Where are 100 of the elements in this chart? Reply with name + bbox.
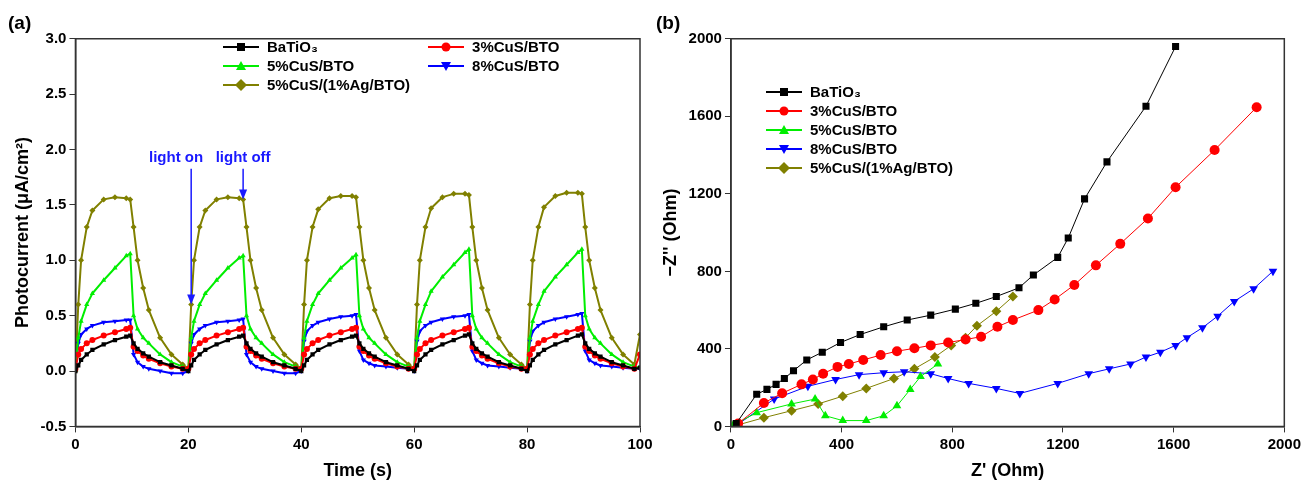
x-axis-title: Z' (Ohm) (971, 460, 1045, 481)
x-tick-label: 100 (627, 434, 653, 452)
x-tick-label: 60 (405, 434, 423, 452)
point (1081, 195, 1089, 203)
point (1156, 349, 1165, 358)
point (818, 368, 829, 379)
point (927, 311, 935, 319)
point (843, 359, 854, 369)
point (891, 346, 902, 357)
x-tick-label: 1600 (1156, 434, 1191, 452)
y-axis-title: −Z'' (Ohm) (659, 188, 680, 277)
point (972, 299, 980, 307)
point (1251, 102, 1262, 113)
x-tick-label: 2000 (1267, 434, 1301, 452)
point (1268, 268, 1278, 277)
x-tick-label: 20 (180, 434, 197, 452)
point (763, 385, 771, 393)
point (758, 412, 769, 423)
point (1213, 313, 1222, 322)
y-tick-label: 1.0 (45, 250, 67, 268)
point (1104, 366, 1114, 374)
y-tick-label: 0 (713, 416, 722, 434)
point (831, 377, 840, 385)
legend-label: BaTiO₃ (267, 38, 318, 55)
y-tick-label: 800 (696, 261, 722, 279)
point (991, 385, 1001, 394)
point (916, 371, 925, 380)
point (1049, 294, 1060, 305)
legend-label: 5%CuS/(1%Ag/BTO) (267, 76, 411, 93)
point (777, 388, 788, 399)
annotation: light on (149, 147, 204, 165)
point (818, 348, 826, 356)
point (991, 306, 1002, 317)
legend-label: 8%CuS/BTO (810, 140, 898, 157)
point (909, 363, 920, 374)
point (905, 384, 915, 392)
point (1115, 238, 1126, 249)
point (992, 321, 1003, 332)
point (888, 373, 899, 384)
point (925, 340, 936, 351)
y-tick-label: 0.0 (45, 361, 67, 379)
point (861, 415, 871, 424)
point (858, 354, 869, 365)
point (1142, 213, 1153, 224)
point (838, 415, 848, 424)
point (837, 391, 848, 402)
y-tick-label: 3.0 (45, 28, 67, 46)
point (837, 338, 845, 347)
point (879, 410, 889, 419)
point (1170, 182, 1181, 193)
y-axis-title: Photocurrent (μA/cm²) (11, 137, 32, 329)
point (1249, 286, 1258, 294)
legend-label: 5%CuS/(1%Ag/BTO) (810, 159, 954, 176)
x-tick-label: 80 (518, 434, 536, 452)
point (832, 361, 843, 372)
point (992, 293, 1000, 301)
y-tick-label: 2000 (688, 28, 722, 46)
y-tick-label: 400 (696, 339, 722, 357)
point (1229, 298, 1239, 307)
point (1015, 390, 1025, 399)
y-tick-label: 1600 (688, 106, 722, 124)
point (1142, 102, 1150, 110)
point (1064, 234, 1072, 242)
point (1209, 145, 1220, 156)
point (1171, 342, 1180, 351)
point (1084, 371, 1094, 379)
point (1069, 279, 1080, 290)
legend-label: 3%CuS/BTO (810, 102, 898, 119)
point (1090, 260, 1101, 271)
point (753, 390, 761, 398)
point (1198, 325, 1207, 333)
point (780, 375, 788, 383)
y-tick-label: 1200 (688, 183, 722, 201)
point (964, 380, 973, 389)
point (861, 383, 872, 394)
point (903, 316, 911, 324)
point (1033, 305, 1044, 316)
x-tick-label: 0 (726, 434, 736, 452)
point (929, 352, 940, 363)
point (951, 305, 959, 313)
x-axis-title: Time (s) (323, 460, 393, 481)
point (772, 380, 780, 388)
y-tick-label: 2.5 (45, 84, 67, 102)
point (879, 370, 889, 378)
point (976, 331, 987, 342)
chart-title: (a) (8, 11, 32, 33)
legend-label: 8%CuS/BTO (472, 57, 560, 74)
y-tick-label: -0.5 (40, 416, 67, 434)
point (1172, 43, 1180, 51)
point (796, 379, 807, 390)
point (787, 398, 796, 407)
point (1007, 315, 1018, 325)
point (803, 356, 811, 364)
point (820, 410, 830, 419)
point (856, 331, 864, 339)
x-tick-label: 800 (939, 434, 965, 452)
point (933, 359, 943, 367)
point (875, 350, 886, 361)
point (892, 400, 902, 409)
x-tick-label: 40 (292, 434, 310, 452)
